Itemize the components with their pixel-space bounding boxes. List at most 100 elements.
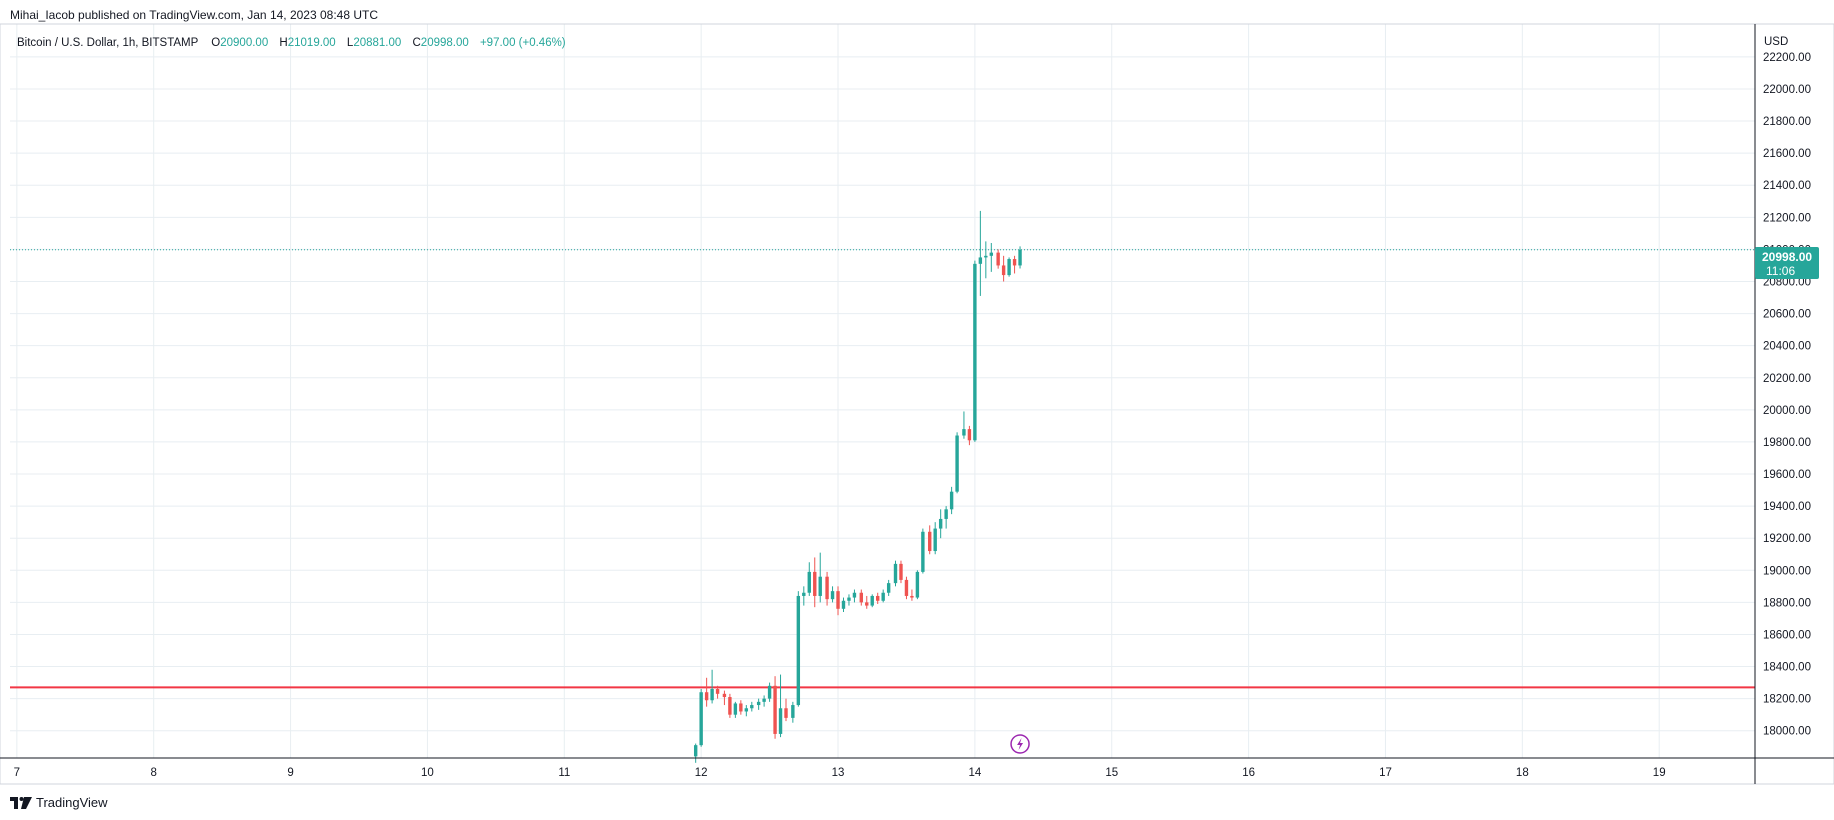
candle bbox=[813, 557, 817, 608]
time-tick-label: 8 bbox=[151, 767, 157, 779]
candle bbox=[699, 689, 703, 747]
candle bbox=[962, 411, 966, 439]
bar-countdown: 11:06 bbox=[1766, 264, 1795, 278]
candle bbox=[830, 586, 835, 603]
candle bbox=[767, 682, 772, 702]
legend-change-value: +97.00 (+0.46%) bbox=[480, 37, 566, 49]
price-tick-label: 22000.00 bbox=[1763, 84, 1811, 96]
time-tick-label: 9 bbox=[287, 767, 293, 779]
candle bbox=[796, 591, 801, 707]
candle-body bbox=[904, 579, 909, 596]
time-tick-label: 10 bbox=[421, 767, 434, 779]
tradingview-logo-icon bbox=[10, 796, 32, 809]
candle-body bbox=[750, 705, 754, 709]
candle-body bbox=[722, 693, 727, 698]
candle bbox=[881, 589, 885, 603]
candle bbox=[996, 249, 1000, 269]
candle bbox=[865, 595, 869, 609]
price-tick-label: 18600.00 bbox=[1763, 629, 1811, 641]
candle bbox=[886, 579, 891, 596]
candle-body bbox=[818, 576, 822, 596]
legend-close-label: C bbox=[412, 37, 420, 49]
legend-high-value: 21019.00 bbox=[288, 37, 336, 49]
candle-body bbox=[825, 576, 829, 600]
candle-body bbox=[886, 583, 891, 593]
price-tick-label: 19600.00 bbox=[1763, 469, 1811, 481]
candle bbox=[739, 700, 743, 715]
candle-body bbox=[962, 429, 966, 436]
candle-body bbox=[807, 571, 811, 593]
candle bbox=[704, 677, 709, 707]
candles-layer bbox=[693, 210, 1022, 763]
candle bbox=[791, 701, 795, 723]
candle bbox=[836, 586, 840, 616]
legend-low-label: L bbox=[347, 37, 354, 49]
candle-body bbox=[739, 703, 743, 712]
candle-body bbox=[973, 263, 977, 441]
candle bbox=[773, 676, 777, 739]
legend-open-label: O bbox=[211, 37, 220, 49]
candle-body bbox=[796, 595, 801, 706]
candle bbox=[910, 589, 914, 601]
candle-body bbox=[1001, 265, 1006, 276]
candle-body bbox=[791, 705, 795, 718]
candle bbox=[852, 589, 857, 603]
candle bbox=[847, 594, 851, 606]
candle-body bbox=[944, 509, 948, 519]
price-tick-label: 21200.00 bbox=[1763, 212, 1811, 224]
candle-body bbox=[955, 435, 959, 492]
candle-body bbox=[893, 563, 898, 584]
candle bbox=[733, 701, 738, 718]
candle-body bbox=[841, 600, 846, 609]
candle bbox=[955, 432, 959, 494]
candle-body bbox=[984, 255, 988, 258]
candle-body bbox=[899, 563, 903, 580]
time-tick-label: 12 bbox=[695, 767, 708, 779]
published-caption: Mihai_Iacob published on TradingView.com… bbox=[10, 8, 379, 22]
candle-body bbox=[773, 685, 777, 734]
candle bbox=[710, 669, 714, 704]
support-line-layer bbox=[10, 249, 1755, 689]
legend-symbol: Bitcoin / U.S. Dollar, 1h, BITSTAMP bbox=[17, 37, 199, 49]
time-tick-label: 13 bbox=[832, 767, 845, 779]
chart-grid bbox=[10, 24, 1755, 758]
candle bbox=[899, 560, 903, 584]
candle bbox=[938, 509, 943, 539]
time-tick-label: 15 bbox=[1105, 767, 1118, 779]
price-tick-label: 20600.00 bbox=[1763, 309, 1811, 321]
price-tick-label: 19200.00 bbox=[1763, 533, 1811, 545]
candle-body bbox=[967, 429, 972, 441]
candle-body bbox=[921, 531, 925, 572]
candle-body bbox=[813, 571, 817, 596]
candle-body bbox=[778, 708, 783, 734]
candle-body bbox=[767, 685, 772, 699]
candle bbox=[1018, 246, 1022, 269]
candle-body bbox=[802, 592, 806, 596]
candle bbox=[915, 570, 920, 600]
tradingview-brand[interactable]: TradingView bbox=[10, 795, 108, 810]
candle-body bbox=[762, 698, 766, 702]
last-price-tag: 20998.00 11:06 bbox=[1755, 247, 1819, 279]
legend-low-value: 20881.00 bbox=[353, 37, 401, 49]
candle-body bbox=[710, 689, 714, 701]
candle-body bbox=[756, 701, 761, 706]
candle-body bbox=[933, 528, 937, 552]
time-tick-label: 7 bbox=[14, 767, 20, 779]
candle bbox=[1007, 257, 1011, 277]
candle-body bbox=[910, 595, 914, 598]
candle-body bbox=[915, 571, 920, 598]
candle bbox=[722, 690, 727, 706]
price-tick-label: 18000.00 bbox=[1763, 726, 1811, 738]
currency-label: USD bbox=[1764, 36, 1788, 48]
event-marker-icon[interactable] bbox=[1010, 734, 1030, 754]
time-tick-label: 19 bbox=[1653, 767, 1666, 779]
candle-body bbox=[949, 491, 954, 510]
candle bbox=[944, 506, 948, 529]
price-tick-label: 21400.00 bbox=[1763, 180, 1811, 192]
event-marker-layer bbox=[1010, 734, 1030, 754]
candle bbox=[818, 552, 822, 603]
candle-body bbox=[704, 692, 709, 701]
candle-body bbox=[1012, 259, 1017, 266]
candle-body bbox=[989, 252, 994, 256]
